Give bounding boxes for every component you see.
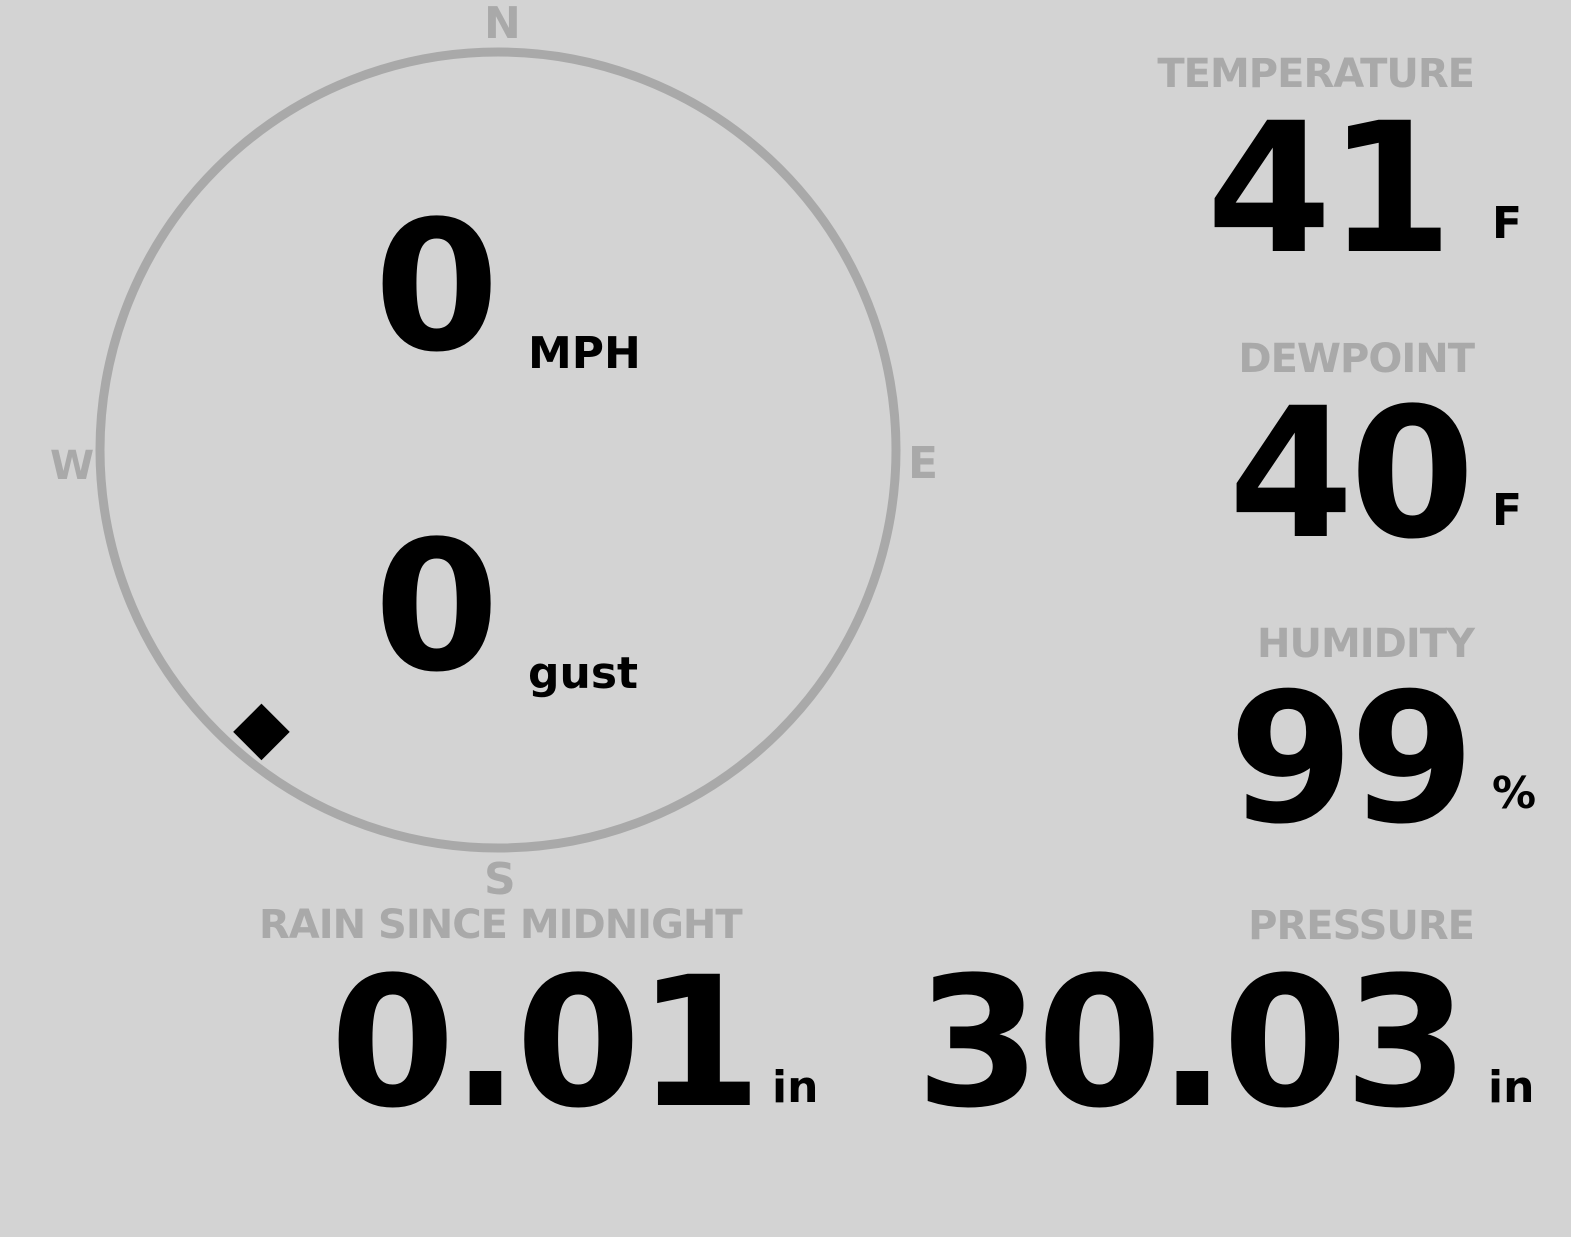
compass-east: E xyxy=(908,438,938,489)
temperature-unit: F xyxy=(1492,198,1523,249)
compass-ring xyxy=(95,47,901,853)
wind-speed-value: 0 xyxy=(374,183,499,392)
rain-value: 0.01 xyxy=(330,939,762,1148)
temperature-label: TEMPERATURE xyxy=(1157,51,1475,97)
temperature-value: 41 xyxy=(1206,85,1453,294)
pressure-unit: in xyxy=(1488,1062,1535,1113)
humidity-label: HUMIDITY xyxy=(1257,621,1475,667)
compass-west: W xyxy=(50,443,94,489)
wind-speed-unit: MPH xyxy=(528,328,641,379)
compass-south: S xyxy=(484,854,516,905)
compass-north: N xyxy=(484,0,521,49)
pressure-label: PRESSURE xyxy=(1248,903,1475,949)
humidity-unit: % xyxy=(1492,768,1537,819)
wind-compass xyxy=(95,47,901,853)
wind-gust-value: 0 xyxy=(374,503,499,712)
dewpoint-unit: F xyxy=(1492,485,1523,536)
rain-unit: in xyxy=(772,1062,819,1113)
humidity-value: 99 xyxy=(1228,655,1475,864)
dewpoint-label: DEWPOINT xyxy=(1238,336,1475,382)
wind-gust-unit: gust xyxy=(528,648,639,699)
rain-label: RAIN SINCE MIDNIGHT xyxy=(259,902,743,948)
dewpoint-value: 40 xyxy=(1228,370,1475,579)
pressure-value: 30.03 xyxy=(915,939,1469,1148)
